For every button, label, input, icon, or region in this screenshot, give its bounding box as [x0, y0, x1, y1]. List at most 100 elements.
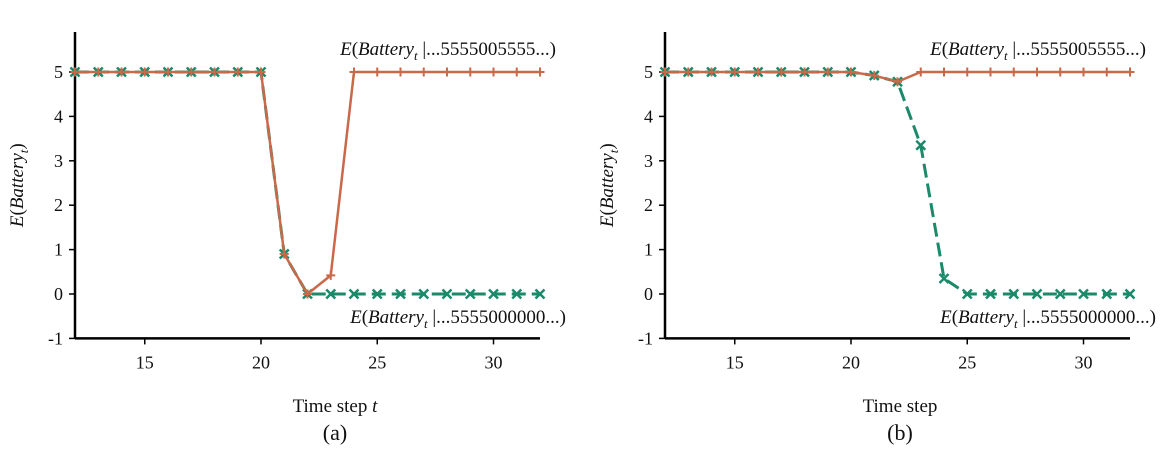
- x-axis-label: Time step t: [293, 396, 379, 417]
- data-point-x: [1124, 288, 1136, 300]
- data-point-plus: [465, 67, 475, 77]
- y-tick-label: 0: [644, 284, 653, 304]
- data-point-plus: [279, 249, 289, 259]
- series-line-lower: [665, 70, 1130, 296]
- data-point-plus: [1102, 67, 1112, 77]
- data-point-x: [418, 288, 430, 300]
- series-label: E(Batteryt |...5555000000...): [349, 307, 566, 331]
- data-point-x: [1101, 288, 1113, 300]
- data-point-plus: [1032, 67, 1042, 77]
- data-point-x: [441, 288, 453, 300]
- x-tick-label: 15: [726, 352, 744, 372]
- data-point-x: [371, 288, 383, 300]
- data-point-plus: [962, 67, 972, 77]
- x-tick-label: 30: [485, 352, 503, 372]
- data-point-plus: [303, 289, 312, 299]
- data-point-x: [1008, 288, 1020, 300]
- x-tick-label: 30: [1075, 352, 1093, 372]
- y-tick-label: 1: [644, 240, 653, 260]
- panel-caption: (b): [887, 420, 913, 445]
- data-point-plus: [869, 71, 879, 81]
- data-point-x: [395, 288, 406, 300]
- x-tick-label: 25: [958, 352, 976, 372]
- data-point-plus: [140, 67, 150, 77]
- series-label: E(Batteryt |...5555005555...): [339, 39, 556, 63]
- data-point-plus: [326, 270, 336, 280]
- y-tick-label: 0: [54, 284, 63, 304]
- data-point-x: [488, 288, 499, 300]
- series-label: E(Batteryt |...5555005555...): [929, 39, 1146, 63]
- data-point-plus: [372, 67, 382, 77]
- series-line-lower: [75, 70, 540, 296]
- data-point-plus: [730, 67, 740, 77]
- data-point-plus: [163, 67, 173, 77]
- y-tick-label: 3: [644, 151, 653, 171]
- data-point-plus: [349, 67, 359, 77]
- series-label: E(Batteryt |...5555000000...): [939, 307, 1156, 331]
- data-point-plus: [800, 67, 809, 77]
- data-point-x: [985, 288, 996, 300]
- data-point-plus: [93, 67, 103, 77]
- y-axis-label: E(Batteryt): [597, 143, 621, 228]
- data-point-plus: [660, 67, 670, 77]
- data-point-x: [1031, 288, 1043, 300]
- data-point-x: [325, 288, 337, 300]
- data-point-plus: [1009, 67, 1019, 77]
- data-point-x: [961, 288, 973, 300]
- data-point-plus: [776, 67, 786, 77]
- data-point-plus: [70, 67, 80, 77]
- panel-caption: (a): [323, 420, 347, 445]
- y-tick-label: 3: [54, 151, 63, 171]
- y-tick-label: 5: [644, 62, 653, 82]
- data-point-plus: [823, 67, 833, 77]
- data-point-plus: [396, 67, 405, 77]
- data-point-x: [348, 288, 360, 300]
- data-point-plus: [753, 67, 763, 77]
- data-point-plus: [117, 67, 126, 77]
- y-tick-label: 5: [54, 62, 63, 82]
- chart-panel-a: -1 0 1 2 3 4 5 15 20 25 30 Time step t E(Batteryt) E(…: [7, 32, 566, 445]
- data-point-x: [938, 273, 950, 284]
- y-tick-label: 1: [54, 240, 63, 260]
- data-point-plus: [419, 67, 429, 77]
- data-point-plus: [442, 67, 452, 77]
- data-point-x: [534, 288, 546, 300]
- chart-panel-b: -1 0 1 2 3 4 5 15 20 25 30 Time step E(Batteryt) E(Ba…: [597, 32, 1156, 445]
- x-tick-label: 20: [252, 352, 270, 372]
- data-point-plus: [512, 67, 522, 77]
- y-axis-label: E(Batteryt): [7, 143, 31, 228]
- y-tick-label: 2: [54, 195, 63, 215]
- series-line-upper: [75, 70, 540, 296]
- data-point-plus: [683, 67, 693, 77]
- y-tick-label: 4: [644, 106, 653, 126]
- y-tick-label: -1: [638, 328, 653, 348]
- data-point-plus: [186, 67, 196, 77]
- x-tick-label: 15: [136, 352, 154, 372]
- x-axis-label: Time step: [863, 396, 938, 417]
- x-tick-label: 20: [842, 352, 860, 372]
- y-tick-label: 2: [644, 195, 653, 215]
- y-tick-label: 4: [54, 106, 63, 126]
- data-point-plus: [1125, 67, 1135, 77]
- data-point-plus: [846, 67, 856, 77]
- data-point-x: [1054, 288, 1066, 300]
- data-point-x: [511, 288, 523, 300]
- data-point-plus: [1055, 67, 1065, 77]
- data-point-plus: [939, 67, 949, 77]
- y-tick-label: -1: [48, 328, 63, 348]
- data-point-plus: [256, 67, 266, 77]
- data-point-plus: [233, 67, 243, 77]
- data-point-plus: [1079, 67, 1088, 77]
- data-point-plus: [535, 67, 545, 77]
- data-point-plus: [986, 67, 995, 77]
- data-point-plus: [707, 67, 716, 77]
- data-point-x: [464, 288, 476, 300]
- data-point-x: [915, 139, 927, 151]
- data-point-plus: [210, 67, 219, 77]
- data-point-plus: [893, 77, 902, 87]
- data-point-plus: [489, 67, 498, 77]
- data-point-plus: [916, 67, 926, 77]
- data-point-x: [1078, 288, 1089, 300]
- x-tick-label: 25: [368, 352, 386, 372]
